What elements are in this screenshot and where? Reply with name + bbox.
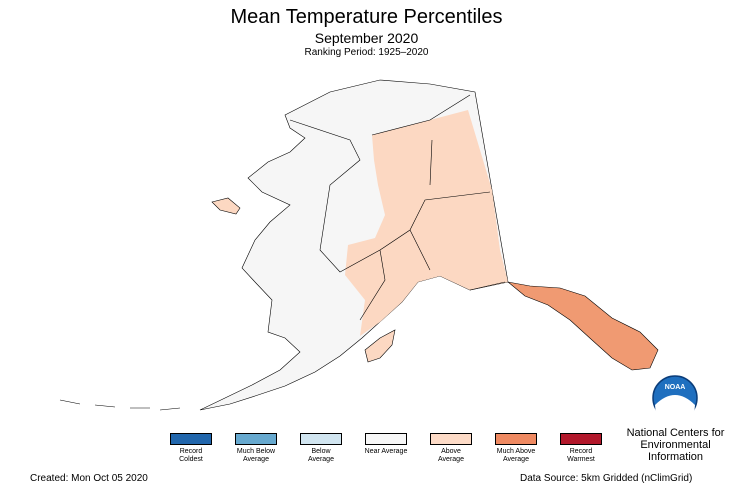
legend-label: Record Coldest xyxy=(179,448,203,463)
legend-swatch xyxy=(495,433,537,445)
logo-text: NOAA xyxy=(665,384,686,391)
legend-swatch xyxy=(430,433,472,445)
subtitle: September 2020 xyxy=(314,30,419,46)
legend-swatch xyxy=(365,433,407,445)
legend-swatch xyxy=(235,433,277,445)
legend-label: Record Warmest xyxy=(567,448,595,463)
legend-label: Below Average xyxy=(308,448,334,463)
noaa-logo: NOAA xyxy=(652,375,698,425)
aleutians xyxy=(59,399,181,411)
legend-swatch xyxy=(300,433,342,445)
legend-label: Much Above Average xyxy=(496,448,536,463)
legend-label: Much Below Average xyxy=(236,448,276,463)
logo-wave xyxy=(655,395,695,425)
above-average-area xyxy=(345,110,508,336)
alaska xyxy=(59,79,659,411)
panhandle xyxy=(506,281,659,371)
org-name: National Centers for Environmental Infor… xyxy=(626,427,725,463)
legend-swatch xyxy=(170,433,212,445)
ranking-period: Ranking Period: 1925–2020 xyxy=(304,47,429,58)
created: Created: Mon Oct 05 2020 xyxy=(30,473,148,484)
title: Mean Temperature Percentiles xyxy=(230,6,503,28)
data-source: Data Source: 5km Gridded (nClimGrid) xyxy=(520,473,693,484)
kodiak xyxy=(364,329,396,363)
division-lines xyxy=(289,94,506,321)
seward-peninsula xyxy=(211,197,241,215)
legend-label: Above Average xyxy=(438,448,464,463)
legend-label: Near Average xyxy=(364,448,408,455)
legend-swatch xyxy=(560,433,602,445)
